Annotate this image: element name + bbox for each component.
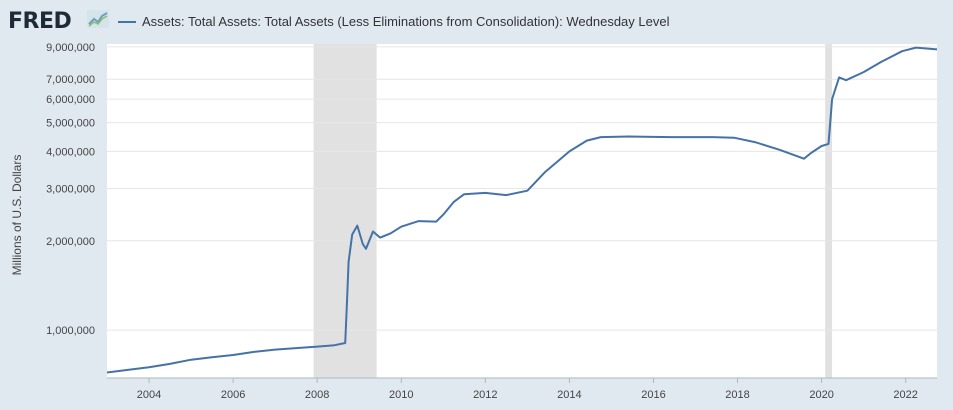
gridlines [107, 46, 937, 331]
recession-band [313, 44, 377, 378]
legend: Assets: Total Assets: Total Assets (Less… [118, 14, 669, 29]
legend-swatch [118, 20, 136, 23]
legend-label: Assets: Total Assets: Total Assets (Less… [142, 14, 670, 29]
y-tick-label: 4,000,000 [46, 146, 95, 158]
x-tick-label: 2004 [137, 389, 161, 401]
trend-line-icon [87, 10, 109, 28]
y-tick-label: 1,000,000 [46, 325, 95, 337]
series-line [106, 46, 938, 374]
recession-band [825, 44, 833, 378]
x-tick-label: 2012 [473, 389, 497, 401]
plot-background [107, 44, 937, 378]
y-tick-label: 7,000,000 [46, 74, 95, 86]
x-axis-ticks: 2004 2006 2008 2010 2012 2014 2016 2018 2020 2022 [137, 378, 918, 401]
x-tick-label: 2010 [389, 389, 413, 401]
x-tick-label: 2022 [893, 389, 917, 401]
y-tick-label: 5,000,000 [46, 118, 95, 130]
y-tick-label: 9,000,000 [46, 42, 95, 54]
x-tick-label: 2018 [725, 389, 749, 401]
recession-shading [313, 44, 833, 378]
x-tick-label: 2008 [305, 389, 329, 401]
chart-header: FRED Assets: Total Assets: Total Assets … [0, 0, 953, 44]
y-tick-label: 6,000,000 [46, 94, 95, 106]
y-tick-label: 3,000,000 [46, 183, 95, 195]
x-tick-label: 2016 [641, 389, 665, 401]
x-tick-label: 2014 [557, 389, 581, 401]
fred-logo[interactable]: FRED [8, 9, 72, 34]
y-tick-label: 2,000,000 [46, 236, 95, 248]
x-tick-label: 2006 [221, 389, 245, 401]
y-axis-ticks: 1,000,000 2,000,000 3,000,000 4,000,000 5,00… [46, 42, 95, 337]
x-tick-label: 2020 [809, 389, 833, 401]
